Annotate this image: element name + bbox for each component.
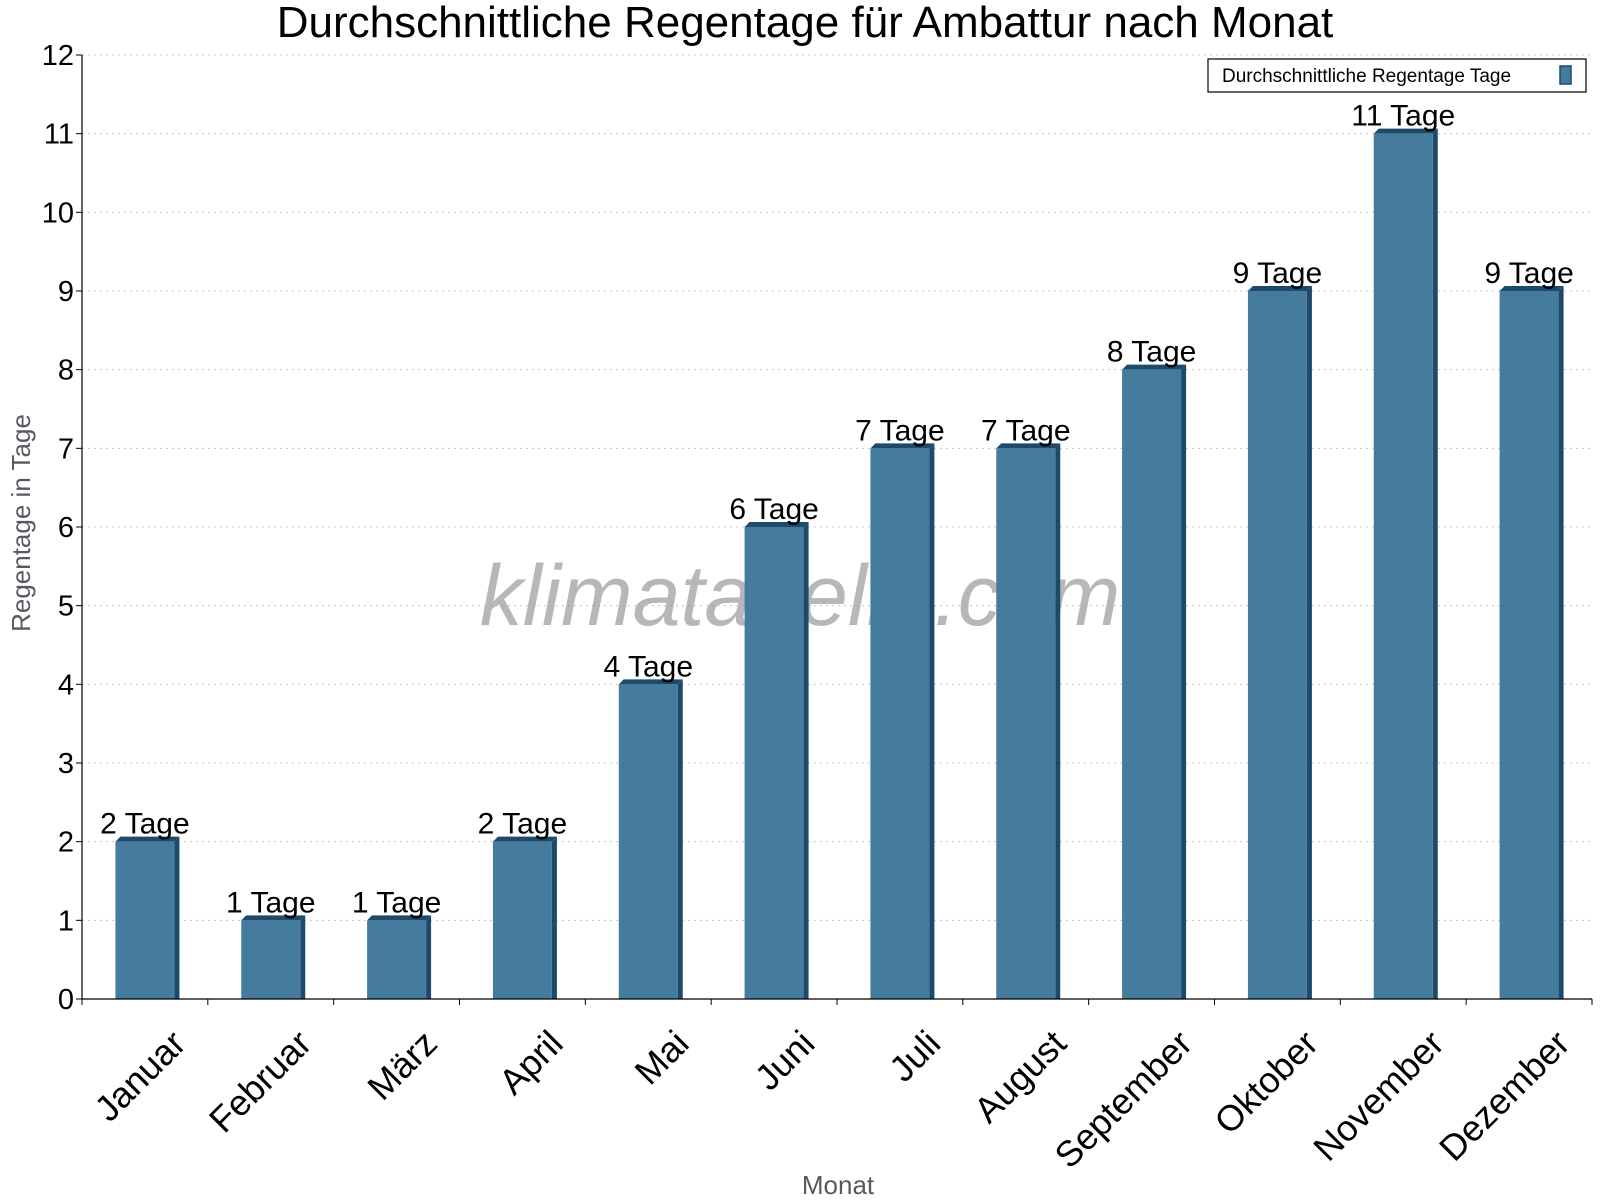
bar-top: [618, 679, 683, 685]
bar-value-label: 1 Tage: [352, 886, 442, 919]
bar-side: [1055, 443, 1061, 999]
bar-front: [492, 841, 552, 999]
bar-front: [1373, 133, 1433, 999]
bar-top: [367, 915, 432, 921]
bar-side: [1181, 364, 1187, 1000]
x-tick-label: November: [1305, 1022, 1451, 1168]
bar-top: [1499, 286, 1564, 291]
y-tick-label: 5: [58, 591, 74, 623]
bar-side: [551, 836, 557, 999]
bar-top: [1122, 364, 1187, 370]
x-tick-label: Februar: [201, 1022, 319, 1140]
y-tick-label: 9: [58, 276, 74, 308]
bar-2: 1 Tage: [226, 886, 316, 999]
x-tick-label: August: [966, 1022, 1074, 1130]
y-tick-label: 10: [42, 197, 74, 229]
x-tick-label: Oktober: [1206, 1022, 1326, 1142]
bar-value-label: 2 Tage: [100, 808, 190, 841]
bar-5: 4 Tage: [603, 650, 693, 999]
bar-top: [744, 522, 809, 527]
bar-top: [492, 836, 557, 842]
bar-side: [1432, 128, 1438, 999]
y-axis-title: Regentage in Tage: [6, 414, 36, 632]
bar-value-label: 9 Tage: [1484, 257, 1574, 290]
bar-value-label: 7 Tage: [981, 414, 1071, 447]
bar-side: [426, 915, 432, 999]
bar-front: [744, 527, 804, 999]
bar-top: [996, 443, 1061, 449]
bar-value-label: 6 Tage: [729, 493, 819, 526]
y-tick-label: 6: [58, 512, 74, 544]
bar-3: 1 Tage: [352, 886, 442, 999]
bar-side: [929, 443, 935, 999]
bar-side: [174, 836, 180, 999]
bars: 2 Tage 1 Tage 1 Tage 2 Tage 4 Tage 6 Tage 7 Ta…: [100, 100, 1574, 1000]
bar-1: 2 Tage: [100, 808, 190, 999]
bar-value-label: 9 Tage: [1233, 257, 1323, 290]
x-tick-label: Mai: [627, 1022, 697, 1092]
x-axis-title: Monat: [802, 1170, 875, 1200]
bar-side: [1306, 286, 1312, 999]
bar-value-label: 2 Tage: [478, 808, 568, 841]
legend: Durchschnittliche Regentage Tage: [1207, 58, 1587, 93]
legend-label: Durchschnittliche Regentage Tage: [1222, 66, 1511, 87]
bar-front: [115, 841, 175, 999]
bar-top: [241, 915, 306, 921]
x-tick-label: Januar: [86, 1022, 193, 1129]
x-tick-label: Juni: [747, 1022, 823, 1098]
bar-top: [115, 836, 180, 842]
grid-lines: [82, 54, 1592, 921]
bar-8: 7 Tage: [981, 414, 1071, 999]
axes: [76, 54, 1593, 1005]
y-tick-label: 12: [42, 40, 74, 72]
bar-front: [367, 920, 427, 999]
bar-value-label: 11 Tage: [1351, 100, 1455, 133]
x-tick-label: Juli: [881, 1022, 948, 1089]
bar-front: [996, 448, 1056, 999]
bar-10: 9 Tage: [1233, 257, 1323, 999]
bar-11: 11 Tage: [1351, 100, 1455, 999]
y-tick-label: 0: [58, 984, 74, 1016]
y-tick-label: 1: [58, 905, 74, 937]
bar-value-label: 8 Tage: [1107, 336, 1197, 369]
bar-front: [1122, 369, 1182, 1000]
x-tick-label: September: [1046, 1022, 1200, 1176]
x-tick-labels: Januar Februar März April Mai Juni Juli AugustS…: [86, 1022, 1577, 1176]
x-tick-label: März: [359, 1022, 445, 1108]
bar-top: [1247, 286, 1312, 291]
bar-side: [1558, 286, 1564, 999]
bar-12: 9 Tage: [1484, 257, 1574, 999]
bar-front: [870, 448, 930, 999]
bar-4: 2 Tage: [478, 808, 568, 999]
x-tick-label: April: [491, 1022, 571, 1102]
y-tick-label: 8: [58, 355, 74, 387]
x-tick-label: Dezember: [1431, 1022, 1577, 1168]
legend-swatch: [1559, 65, 1572, 85]
bar-front: [1499, 291, 1559, 999]
bar-front: [1247, 291, 1307, 999]
y-tick-label: 11: [44, 119, 74, 151]
bar-6: 6 Tage: [729, 493, 819, 999]
bar-value-label: 4 Tage: [603, 650, 693, 683]
legend-box: [1207, 58, 1587, 93]
y-tick-label: 7: [58, 433, 74, 465]
bar-side: [300, 915, 306, 999]
bar-9: 8 Tage: [1107, 336, 1197, 1000]
bar-side: [803, 522, 809, 999]
y-tick-label: 3: [58, 748, 74, 780]
bar-top: [870, 443, 935, 449]
chart-title: Durchschnittliche Regentage für Ambattur…: [277, 0, 1334, 47]
bar-value-label: 7 Tage: [855, 414, 945, 447]
y-tick-label: 2: [58, 827, 74, 859]
bar-7: 7 Tage: [855, 414, 945, 999]
y-tick-label: 4: [58, 669, 74, 701]
bar-top: [1373, 128, 1438, 134]
bar-value-label: 1 Tage: [226, 886, 316, 919]
bar-side: [677, 679, 683, 999]
bar-front: [618, 684, 678, 999]
bar-front: [241, 920, 301, 999]
